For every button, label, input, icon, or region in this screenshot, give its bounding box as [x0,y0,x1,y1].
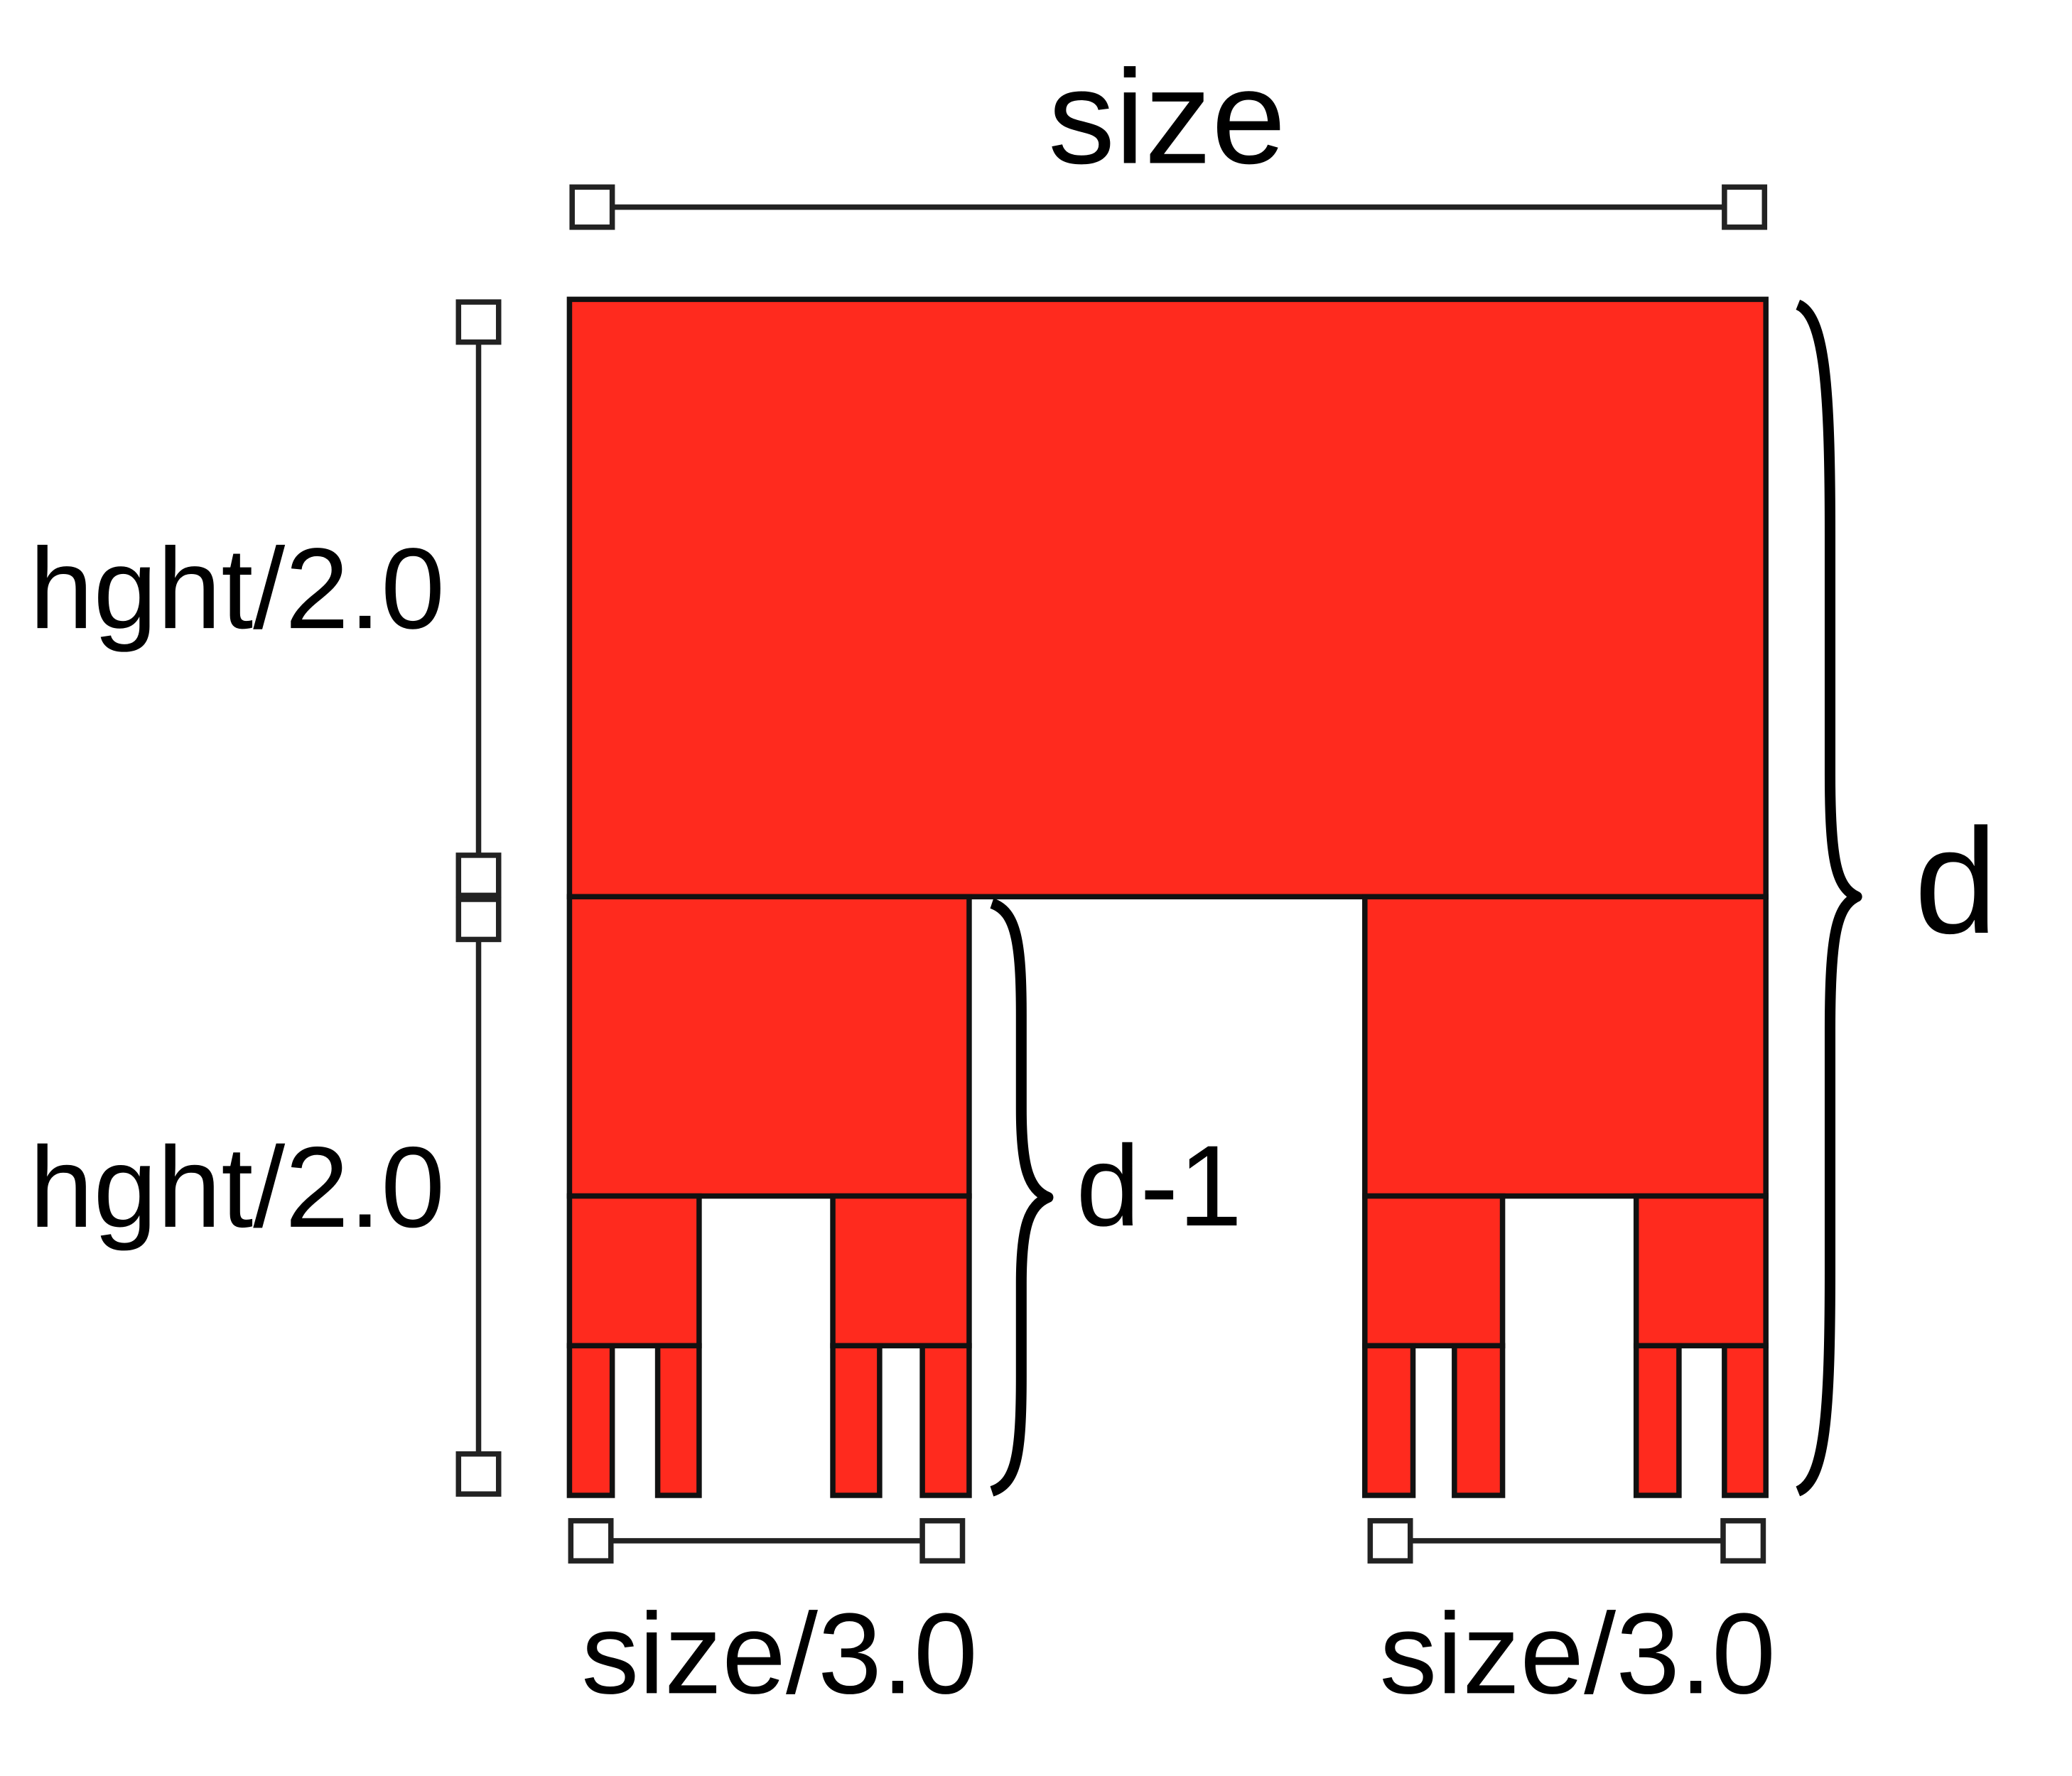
handle[interactable] [455,299,502,345]
block-level-3 [566,1193,702,1349]
handle[interactable] [919,1517,966,1564]
label-d-minus-1: d-1 [1076,1122,1242,1250]
inner-brace [990,898,1054,1497]
label-size-third-right: size/3.0 [1379,1590,1776,1718]
block-level-4 [919,1343,972,1498]
block-level-4 [1452,1343,1506,1498]
handle[interactable] [455,897,502,943]
handle[interactable] [1367,1517,1413,1564]
left-dimension [455,299,502,1497]
block-level-1 [566,296,1769,899]
label-size: size [1048,43,1286,192]
handle[interactable] [1720,1517,1766,1564]
handle[interactable] [568,1517,614,1564]
label-size-third-left: size/3.0 [581,1590,978,1718]
label-hght-lower: hght/2.0 [29,1124,445,1252]
block-level-4 [830,1343,883,1498]
tree-blocks [566,296,1769,1498]
outer-brace [1795,299,1862,1497]
block-level-4 [1722,1343,1769,1498]
handle[interactable] [455,852,502,899]
label-d: d [1914,797,1997,965]
bottom-right-dimension [1367,1517,1766,1564]
handle[interactable] [1722,184,1768,230]
block-level-4 [654,1343,702,1498]
block-level-3 [1633,1193,1769,1349]
block-level-4 [1362,1343,1416,1498]
block-level-3 [830,1193,972,1349]
handle[interactable] [455,1451,502,1497]
block-level-4 [1633,1343,1682,1498]
block-level-2 [566,894,972,1199]
label-hght-upper: hght/2.0 [29,525,445,653]
block-level-2 [1362,894,1769,1199]
block-level-4 [566,1343,615,1498]
handle[interactable] [569,184,615,230]
top-dimension [569,184,1768,230]
bottom-left-dimension [568,1517,966,1564]
block-level-3 [1362,1193,1506,1349]
